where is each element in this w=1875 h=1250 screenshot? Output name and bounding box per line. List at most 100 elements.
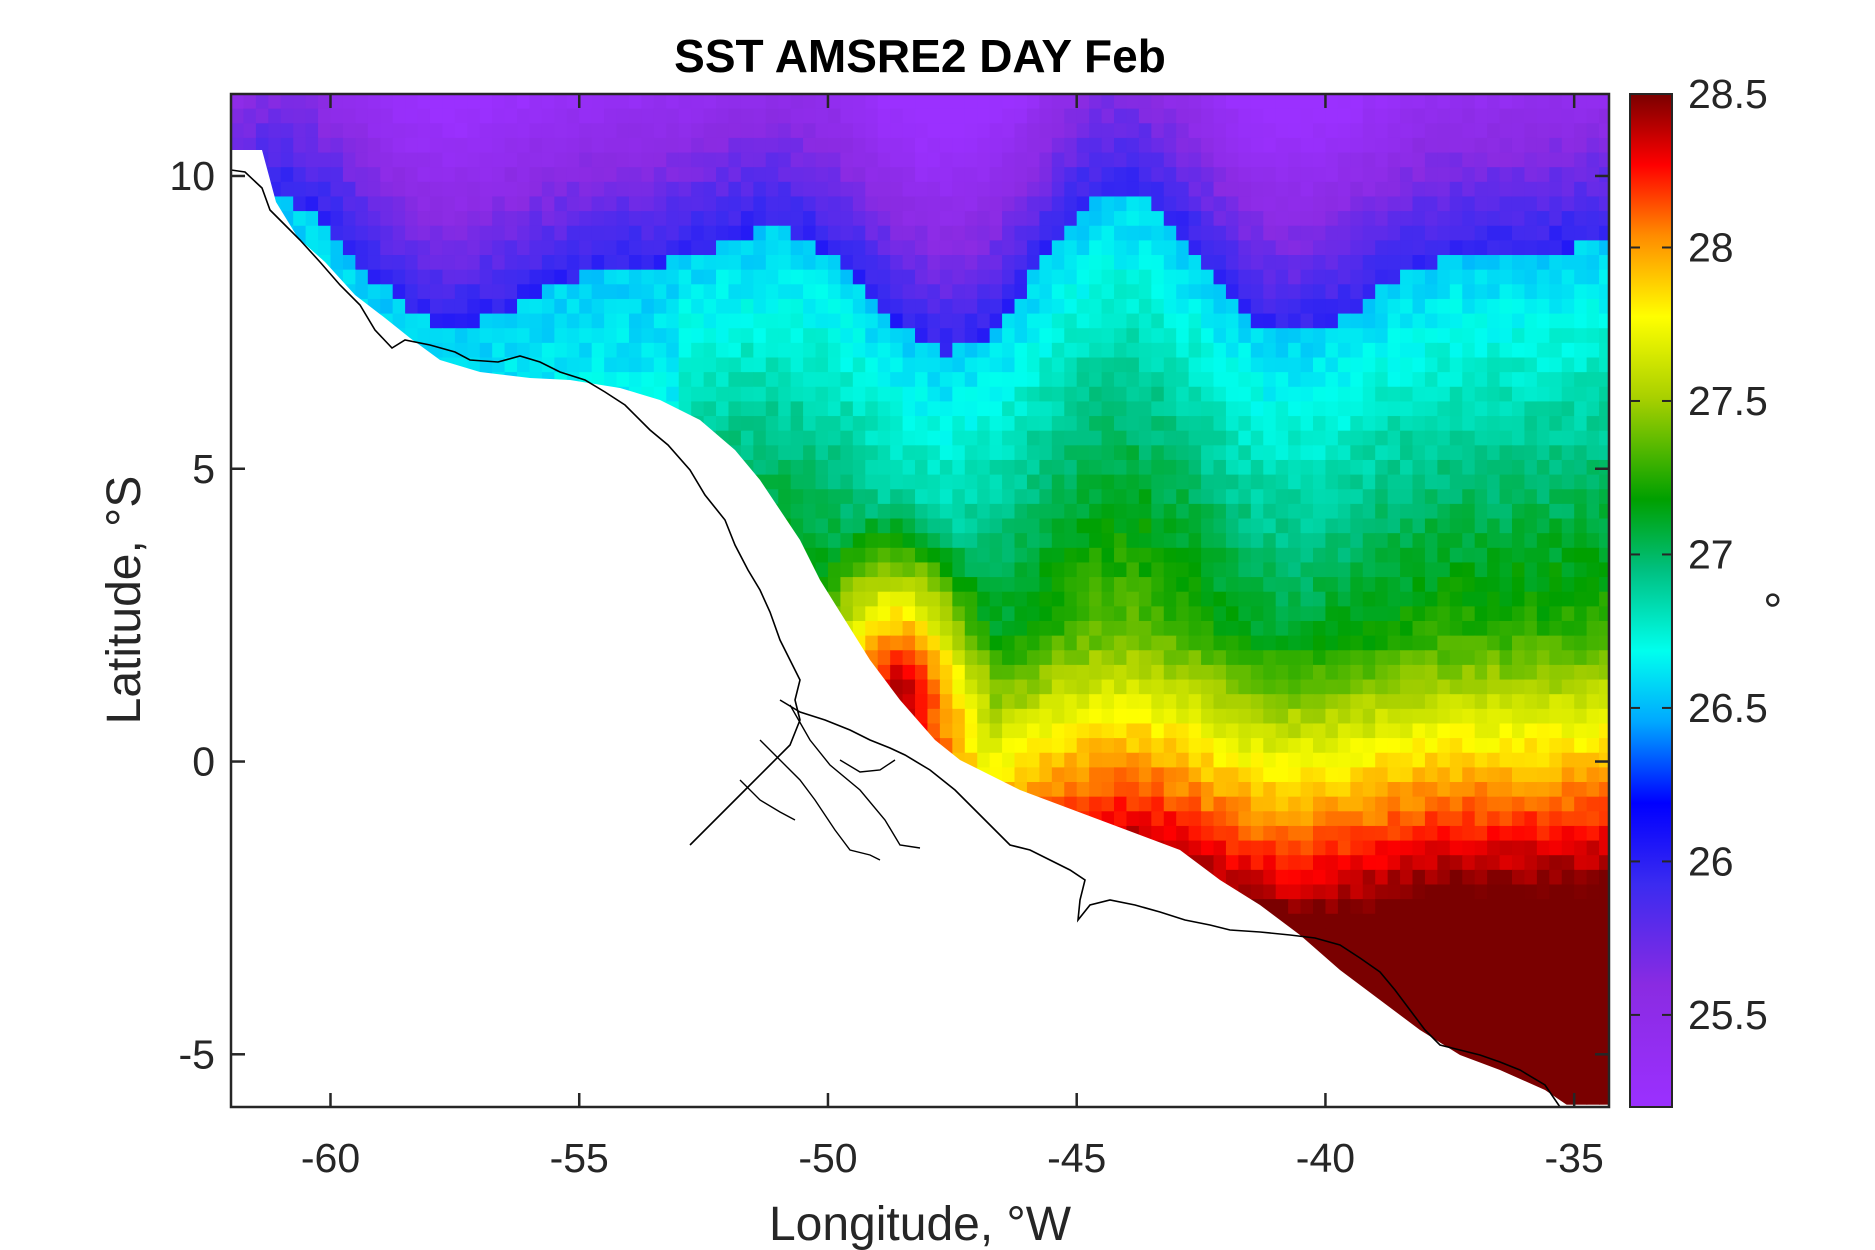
sst-cell	[703, 123, 717, 139]
sst-cell	[1213, 313, 1227, 329]
sst-cell	[1089, 694, 1103, 710]
sst-cell	[1437, 620, 1451, 637]
sst-cell	[517, 181, 531, 198]
sst-cell	[1400, 167, 1414, 183]
sst-cell	[1138, 269, 1152, 285]
sst-cell	[1188, 606, 1202, 622]
sst-cell	[1163, 225, 1177, 241]
sst-cell	[1487, 269, 1501, 285]
sst-cell	[1524, 694, 1538, 710]
sst-cell	[691, 386, 705, 403]
sst-cell	[1201, 328, 1215, 344]
sst-cell	[1561, 664, 1575, 681]
sst-cell	[989, 738, 1003, 754]
sst-cell	[1536, 123, 1550, 139]
sst-cell	[1238, 196, 1252, 212]
sst-cell	[1089, 547, 1103, 564]
sst-cell	[852, 591, 866, 607]
sst-cell	[1599, 606, 1609, 622]
sst-cell	[1151, 723, 1165, 739]
sst-cell	[939, 591, 953, 607]
sst-cell	[1026, 445, 1040, 461]
sst-cell	[1449, 679, 1463, 695]
sst-cell	[1114, 342, 1128, 359]
sst-cell	[1511, 606, 1526, 622]
sst-cell	[1325, 738, 1339, 754]
sst-cell	[1163, 196, 1177, 212]
sst-cell	[1250, 547, 1264, 564]
sst-cell	[1313, 416, 1327, 432]
sst-cell	[877, 240, 891, 256]
sst-cell	[1462, 650, 1476, 666]
sst-cell	[740, 167, 754, 183]
sst-cell	[989, 152, 1003, 168]
sst-cell	[1288, 94, 1302, 110]
sst-cell	[1511, 650, 1526, 666]
sst-cell	[890, 386, 904, 403]
sst-cell	[1536, 474, 1550, 490]
sst-cell	[1350, 474, 1364, 490]
sst-cell	[318, 240, 332, 256]
sst-cell	[1151, 196, 1165, 212]
sst-cell	[1474, 328, 1488, 344]
sst-cell	[1163, 606, 1177, 622]
sst-cell	[392, 225, 406, 241]
sst-cell	[1449, 313, 1463, 329]
sst-cell	[1225, 533, 1239, 549]
sst-cell	[1114, 137, 1128, 154]
sst-cell	[529, 298, 543, 315]
sst-cell	[1549, 269, 1563, 285]
sst-cell	[616, 94, 630, 110]
sst-cell	[417, 255, 431, 271]
sst-cell	[778, 211, 792, 227]
sst-cell	[1138, 723, 1152, 739]
sst-cell	[803, 152, 817, 168]
sst-cell	[1051, 459, 1065, 476]
sst-cell	[952, 108, 966, 124]
sst-cell	[1574, 94, 1588, 110]
sst-cell	[1350, 152, 1364, 168]
sst-cell	[865, 211, 879, 227]
sst-cell	[1474, 620, 1488, 637]
sst-cell	[865, 445, 879, 461]
sst-cell	[1313, 664, 1327, 681]
sst-cell	[1188, 708, 1202, 725]
sst-cell	[852, 240, 866, 256]
sst-cell	[1499, 620, 1513, 637]
sst-cell	[1474, 152, 1488, 168]
sst-cell	[1101, 518, 1115, 534]
sst-cell	[318, 211, 332, 227]
sst-cell	[1163, 255, 1177, 271]
sst-cell	[778, 445, 792, 461]
sst-cell	[1238, 650, 1252, 666]
sst-cell	[1126, 255, 1140, 271]
sst-cell	[1561, 694, 1575, 710]
sst-cell	[740, 240, 754, 256]
sst-cell	[305, 211, 319, 227]
sst-cell	[1076, 430, 1090, 446]
sst-cell	[1176, 459, 1190, 476]
sst-cell	[1076, 591, 1090, 607]
sst-cell	[1176, 372, 1190, 388]
sst-cell	[1176, 357, 1190, 373]
sst-cell	[367, 94, 381, 110]
sst-cell	[566, 357, 580, 373]
sst-cell	[1300, 577, 1314, 593]
sst-cell	[1487, 123, 1501, 139]
sst-cell	[1064, 708, 1078, 725]
sst-cell	[504, 167, 518, 183]
sst-cell	[815, 342, 829, 359]
sst-cell	[641, 211, 655, 227]
sst-cell	[1002, 547, 1016, 564]
sst-cell	[1275, 94, 1289, 110]
sst-cell	[1039, 474, 1053, 490]
sst-cell	[1089, 196, 1103, 212]
sst-cell	[1039, 357, 1053, 373]
sst-cell	[1524, 533, 1538, 549]
sst-cell	[927, 664, 941, 681]
sst-cell	[1151, 562, 1165, 578]
sst-cell	[890, 342, 904, 359]
sst-cell	[1089, 738, 1103, 754]
sst-cell	[1313, 577, 1327, 593]
sst-cell	[1101, 240, 1115, 256]
